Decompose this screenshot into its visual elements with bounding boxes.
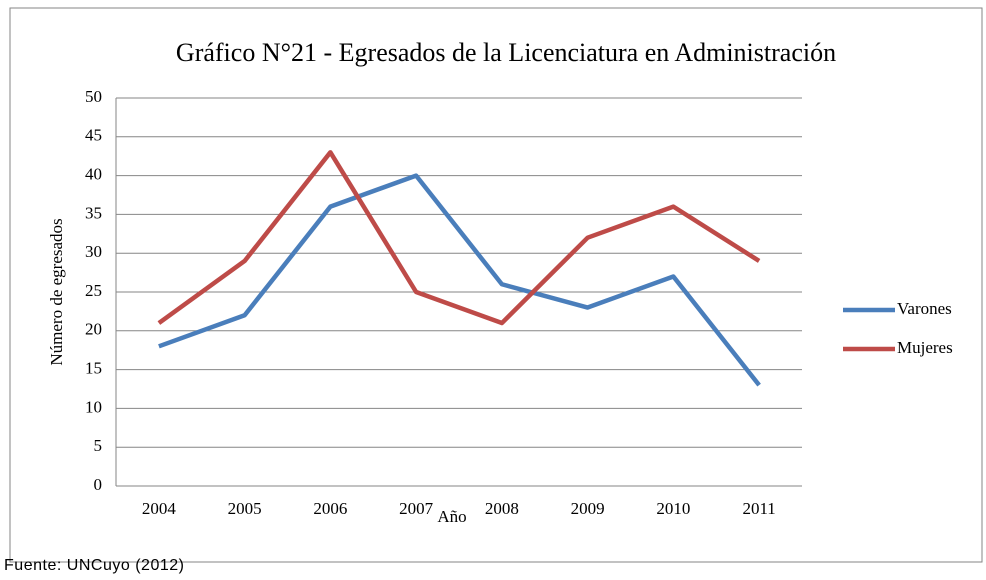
chart-frame (9, 7, 983, 563)
x-tick-label: 2005 (228, 499, 262, 518)
source: Fuente: UNCuyo (2012) (4, 557, 184, 574)
y-tick-label: 50 (85, 87, 102, 106)
x-tick-label: 2009 (571, 499, 605, 518)
x-tick-label: 2010 (656, 499, 690, 518)
y-tick-label: 5 (94, 436, 103, 455)
series-line (157, 150, 761, 326)
y-tick-label: 40 (85, 165, 102, 184)
series-line (158, 173, 761, 387)
y-tick-label: 20 (85, 320, 102, 339)
x-tick-label: 2006 (313, 499, 347, 518)
legend-label: Varones (897, 299, 952, 318)
y-tick-label: 10 (85, 397, 102, 416)
y-tick-label: 15 (85, 359, 102, 378)
y-tick-label: 35 (85, 203, 102, 222)
y-axis-label: Número de egresados (47, 218, 66, 365)
x-tick-label: 2011 (742, 499, 775, 518)
x-tick-label: 2007 (399, 499, 434, 518)
y-tick-label: 0 (94, 475, 103, 494)
y-tick-label: 45 (85, 126, 102, 145)
chart-title: Gráfico N°21 - Egresados de la Licenciat… (176, 38, 836, 67)
y-tick-label: 25 (85, 281, 102, 300)
x-axis-label: Año (437, 507, 466, 526)
x-tick-label: 2008 (485, 499, 519, 518)
y-tick-label: 30 (85, 242, 102, 261)
legend-label: Mujeres (897, 338, 953, 357)
x-tick-label: 2004 (142, 499, 177, 518)
